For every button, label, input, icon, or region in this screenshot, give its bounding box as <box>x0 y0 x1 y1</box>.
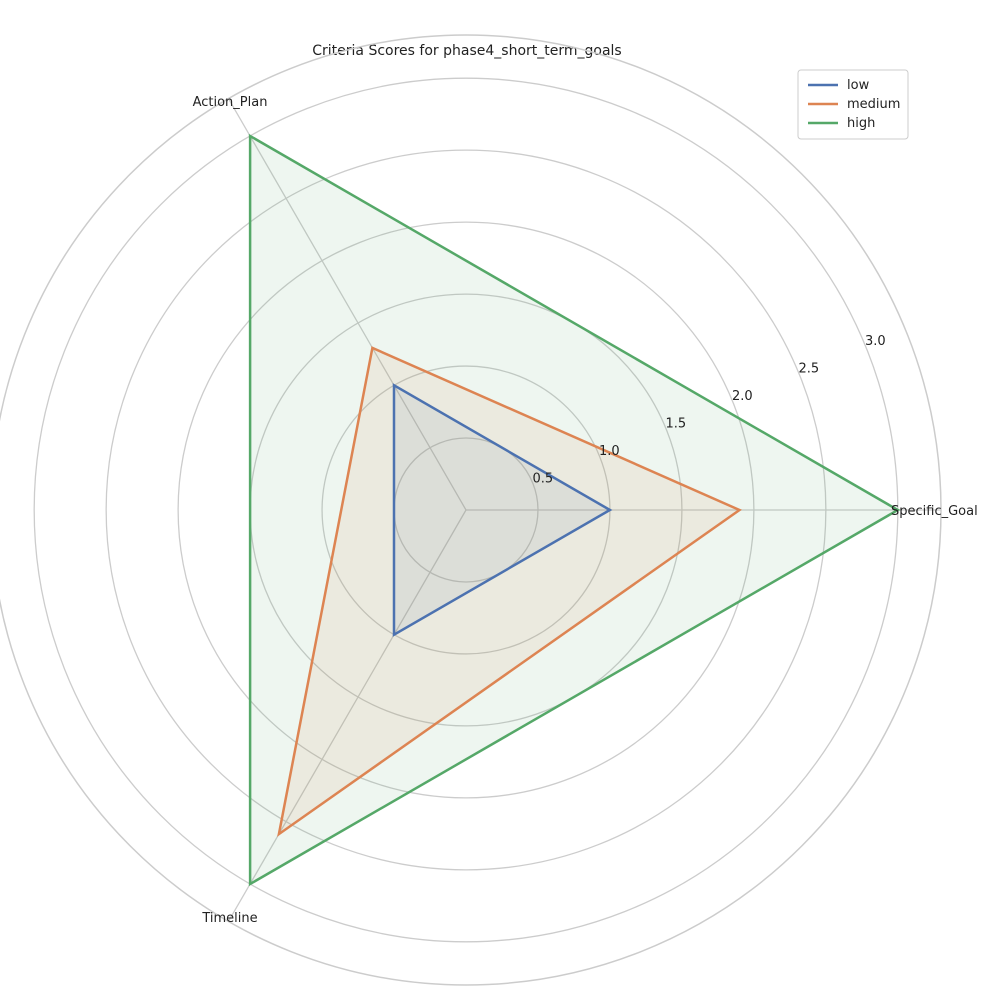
r-tick-label: 2.0 <box>732 389 753 404</box>
r-tick-label: 2.5 <box>798 361 819 376</box>
labels: 0.5 1.0 1.5 2.0 2.5 3.0 Specific_Goal Action_Pl… <box>193 95 978 926</box>
series-fill-high <box>250 136 898 884</box>
grid <box>0 34 942 986</box>
r-tick-label: 0.5 <box>532 471 553 486</box>
legend-label-medium: medium <box>847 97 900 112</box>
series-fill-low <box>394 385 610 635</box>
r-tick-label: 3.0 <box>865 334 886 349</box>
chart-title: Criteria Scores for phase4_short_term_go… <box>312 43 621 59</box>
spoke-action-plan <box>227 98 467 511</box>
legend: low medium high <box>797 69 909 140</box>
r-tick-label: 1.0 <box>599 444 620 459</box>
series-line-high <box>248 133 901 887</box>
axis-label-specific-goal: Specific_Goal <box>891 504 978 519</box>
spoke-timeline <box>227 509 467 922</box>
axis-label-timeline: Timeline <box>201 911 257 926</box>
series-line-low <box>392 383 613 637</box>
series-line-medium <box>277 346 743 837</box>
legend-label-low: low <box>847 78 870 93</box>
r-tick-label: 1.5 <box>665 416 686 431</box>
axis-label-action-plan: Action_Plan <box>193 95 268 110</box>
series-group <box>248 133 901 887</box>
legend-label-high: high <box>847 116 875 131</box>
